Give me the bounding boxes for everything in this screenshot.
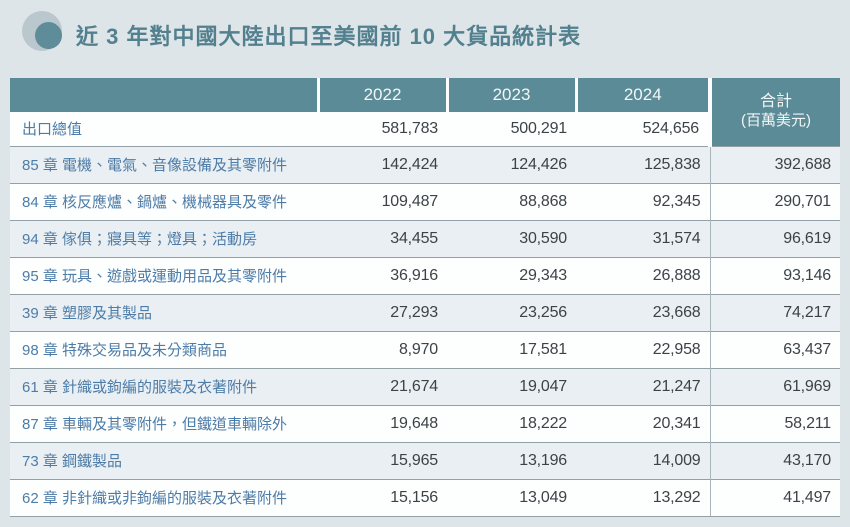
value-2024: 125,838 — [576, 145, 710, 183]
value-2023: 13,196 — [447, 441, 576, 479]
row-label: 85 章 電機、電氣、音像設備及其零附件 — [10, 145, 318, 183]
value-2023: 29,343 — [447, 256, 576, 294]
table-row: 73 章 鋼鐵製品 15,965 13,196 14,009 43,170 — [10, 441, 840, 479]
header-total-label: 合計 — [759, 93, 792, 111]
row-label: 39 章 塑膠及其製品 — [10, 293, 318, 331]
row-label: 出口總值 — [10, 112, 318, 146]
value-total: 96,619 — [709, 219, 840, 257]
header-total-unit: (百萬美元) — [741, 112, 811, 130]
value-2022: 27,293 — [318, 293, 447, 331]
bullet-inner-circle — [35, 22, 62, 49]
value-2022: 109,487 — [318, 182, 447, 220]
value-2023: 18,222 — [447, 404, 576, 442]
header-year-2024: 2024 — [574, 78, 710, 112]
header-corner-cell — [10, 78, 318, 112]
value-2024: 22,958 — [576, 330, 710, 368]
table-row: 61 章 針織或鉤編的服裝及衣著附件 21,674 19,047 21,247 … — [10, 367, 840, 405]
value-2023: 19,047 — [447, 367, 576, 405]
grand-total-row: 出口總值 581,783 500,291 524,656 — [10, 112, 840, 146]
value-total: 41,497 — [709, 478, 840, 517]
row-label: 98 章 特殊交易品及未分類商品 — [10, 330, 318, 368]
title-bar: 近 3 年對中國大陸出口至美國前 10 大貨品統計表 — [0, 0, 850, 70]
value-2022: 581,783 — [318, 112, 447, 146]
value-2022: 21,674 — [318, 367, 447, 405]
value-2024: 31,574 — [576, 219, 710, 257]
header-year-2022: 2022 — [316, 78, 447, 112]
value-total: 74,217 — [709, 293, 840, 331]
value-2022: 15,156 — [318, 478, 447, 517]
value-2022: 19,648 — [318, 404, 447, 442]
row-label: 94 章 傢俱；寢具等；燈具；活動房 — [10, 219, 318, 257]
value-2024: 92,345 — [576, 182, 710, 220]
export-stats-table: 2022 2023 2024 合計 (百萬美元) 出口總值 581,783 50… — [10, 78, 840, 517]
value-2024: 23,668 — [576, 293, 710, 331]
row-label: 61 章 針織或鉤編的服裝及衣著附件 — [10, 367, 318, 405]
table-row: 84 章 核反應爐、鍋爐、機械器具及零件 109,487 88,868 92,3… — [10, 182, 840, 220]
value-2022: 36,916 — [318, 256, 447, 294]
table-row: 39 章 塑膠及其製品 27,293 23,256 23,668 74,217 — [10, 293, 840, 331]
value-total: 290,701 — [709, 182, 840, 220]
value-2023: 17,581 — [447, 330, 576, 368]
title-bullet-icon — [22, 11, 62, 51]
row-label: 84 章 核反應爐、鍋爐、機械器具及零件 — [10, 182, 318, 220]
table-row: 94 章 傢俱；寢具等；燈具；活動房 34,455 30,590 31,574 … — [10, 219, 840, 257]
value-2023: 500,291 — [447, 112, 576, 146]
value-2024: 20,341 — [576, 404, 710, 442]
value-total: 58,211 — [709, 404, 840, 442]
header-year-2023: 2023 — [445, 78, 576, 112]
value-2024: 524,656 — [576, 112, 710, 146]
value-2023: 23,256 — [447, 293, 576, 331]
value-2023: 88,868 — [447, 182, 576, 220]
value-2022: 15,965 — [318, 441, 447, 479]
value-2023: 13,049 — [447, 478, 576, 517]
value-total: 63,437 — [709, 330, 840, 368]
value-2022: 142,424 — [318, 145, 447, 183]
value-2022: 34,455 — [318, 219, 447, 257]
export-stats-table-wrap: 2022 2023 2024 合計 (百萬美元) 出口總值 581,783 50… — [10, 78, 840, 517]
row-label: 62 章 非針織或非鉤編的服裝及衣著附件 — [10, 478, 318, 517]
table-row: 98 章 特殊交易品及未分類商品 8,970 17,581 22,958 63,… — [10, 330, 840, 368]
value-total: 43,170 — [709, 441, 840, 479]
value-total: 392,688 — [709, 145, 840, 183]
table-row: 62 章 非針織或非鉤編的服裝及衣著附件 15,156 13,049 13,29… — [10, 478, 840, 517]
row-label: 87 章 車輛及其零附件，但鐵道車輛除外 — [10, 404, 318, 442]
table-row: 95 章 玩具、遊戲或運動用品及其零附件 36,916 29,343 26,88… — [10, 256, 840, 294]
value-total: 61,969 — [709, 367, 840, 405]
value-2024: 14,009 — [576, 441, 710, 479]
row-label: 95 章 玩具、遊戲或運動用品及其零附件 — [10, 256, 318, 294]
table-row: 87 章 車輛及其零附件，但鐵道車輛除外 19,648 18,222 20,34… — [10, 404, 840, 442]
value-2024: 21,247 — [576, 367, 710, 405]
row-label: 73 章 鋼鐵製品 — [10, 441, 318, 479]
value-2024: 13,292 — [576, 478, 710, 517]
header-row: 2022 2023 2024 合計 (百萬美元) — [10, 78, 840, 146]
header-total: 合計 (百萬美元) — [708, 78, 840, 146]
value-total: 93,146 — [709, 256, 840, 294]
page-title: 近 3 年對中國大陸出口至美國前 10 大貨品統計表 — [76, 24, 582, 49]
value-2023: 124,426 — [447, 145, 576, 183]
table-row: 85 章 電機、電氣、音像設備及其零附件 142,424 124,426 125… — [10, 145, 840, 183]
value-2024: 26,888 — [576, 256, 710, 294]
value-2023: 30,590 — [447, 219, 576, 257]
value-2022: 8,970 — [318, 330, 447, 368]
